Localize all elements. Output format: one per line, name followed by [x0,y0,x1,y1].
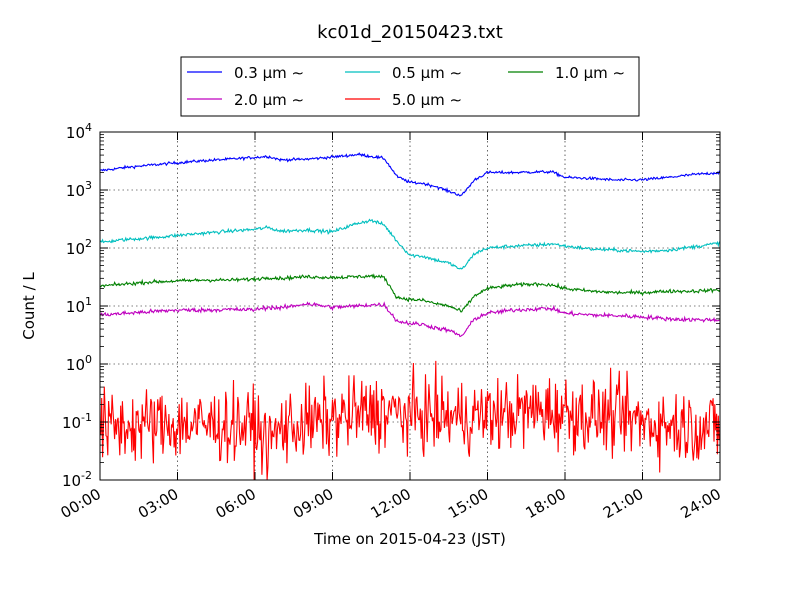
legend-label: 1.0 μm ∼ [555,64,625,82]
series-line [99,218,721,270]
y-tick-label: 104 [66,121,92,142]
legend-label: 0.5 μm ∼ [392,64,462,82]
series-line [99,360,721,481]
y-tick-label: 102 [66,237,92,258]
x-axis-label: Time on 2015-04-23 (JST) [313,530,506,548]
legend-label: 0.3 μm ∼ [234,64,304,82]
y-tick-label: 101 [66,295,92,316]
series-lines [99,152,721,481]
y-axis-label: Count / L [20,272,38,340]
series-line [99,301,721,338]
series-line [99,152,721,197]
legend: 0.3 μm ∼ 0.5 μm ∼ 1.0 μm ∼ 2.0 μm ∼ 5.0 μm ∼ [180,56,640,117]
y-tick-label: 10-1 [62,411,92,432]
chart-title: kc01d_20150423.txt [317,22,503,43]
plot-frame [99,131,721,481]
y-tick-label: 103 [66,179,92,200]
series-line [99,273,721,313]
y-tick-label: 10-2 [62,469,92,490]
legend-label: 5.0 μm ∼ [392,91,462,109]
legend-box [180,56,640,117]
y-tick-label: 100 [66,353,92,374]
legend-label: 2.0 μm ∼ [234,91,304,109]
